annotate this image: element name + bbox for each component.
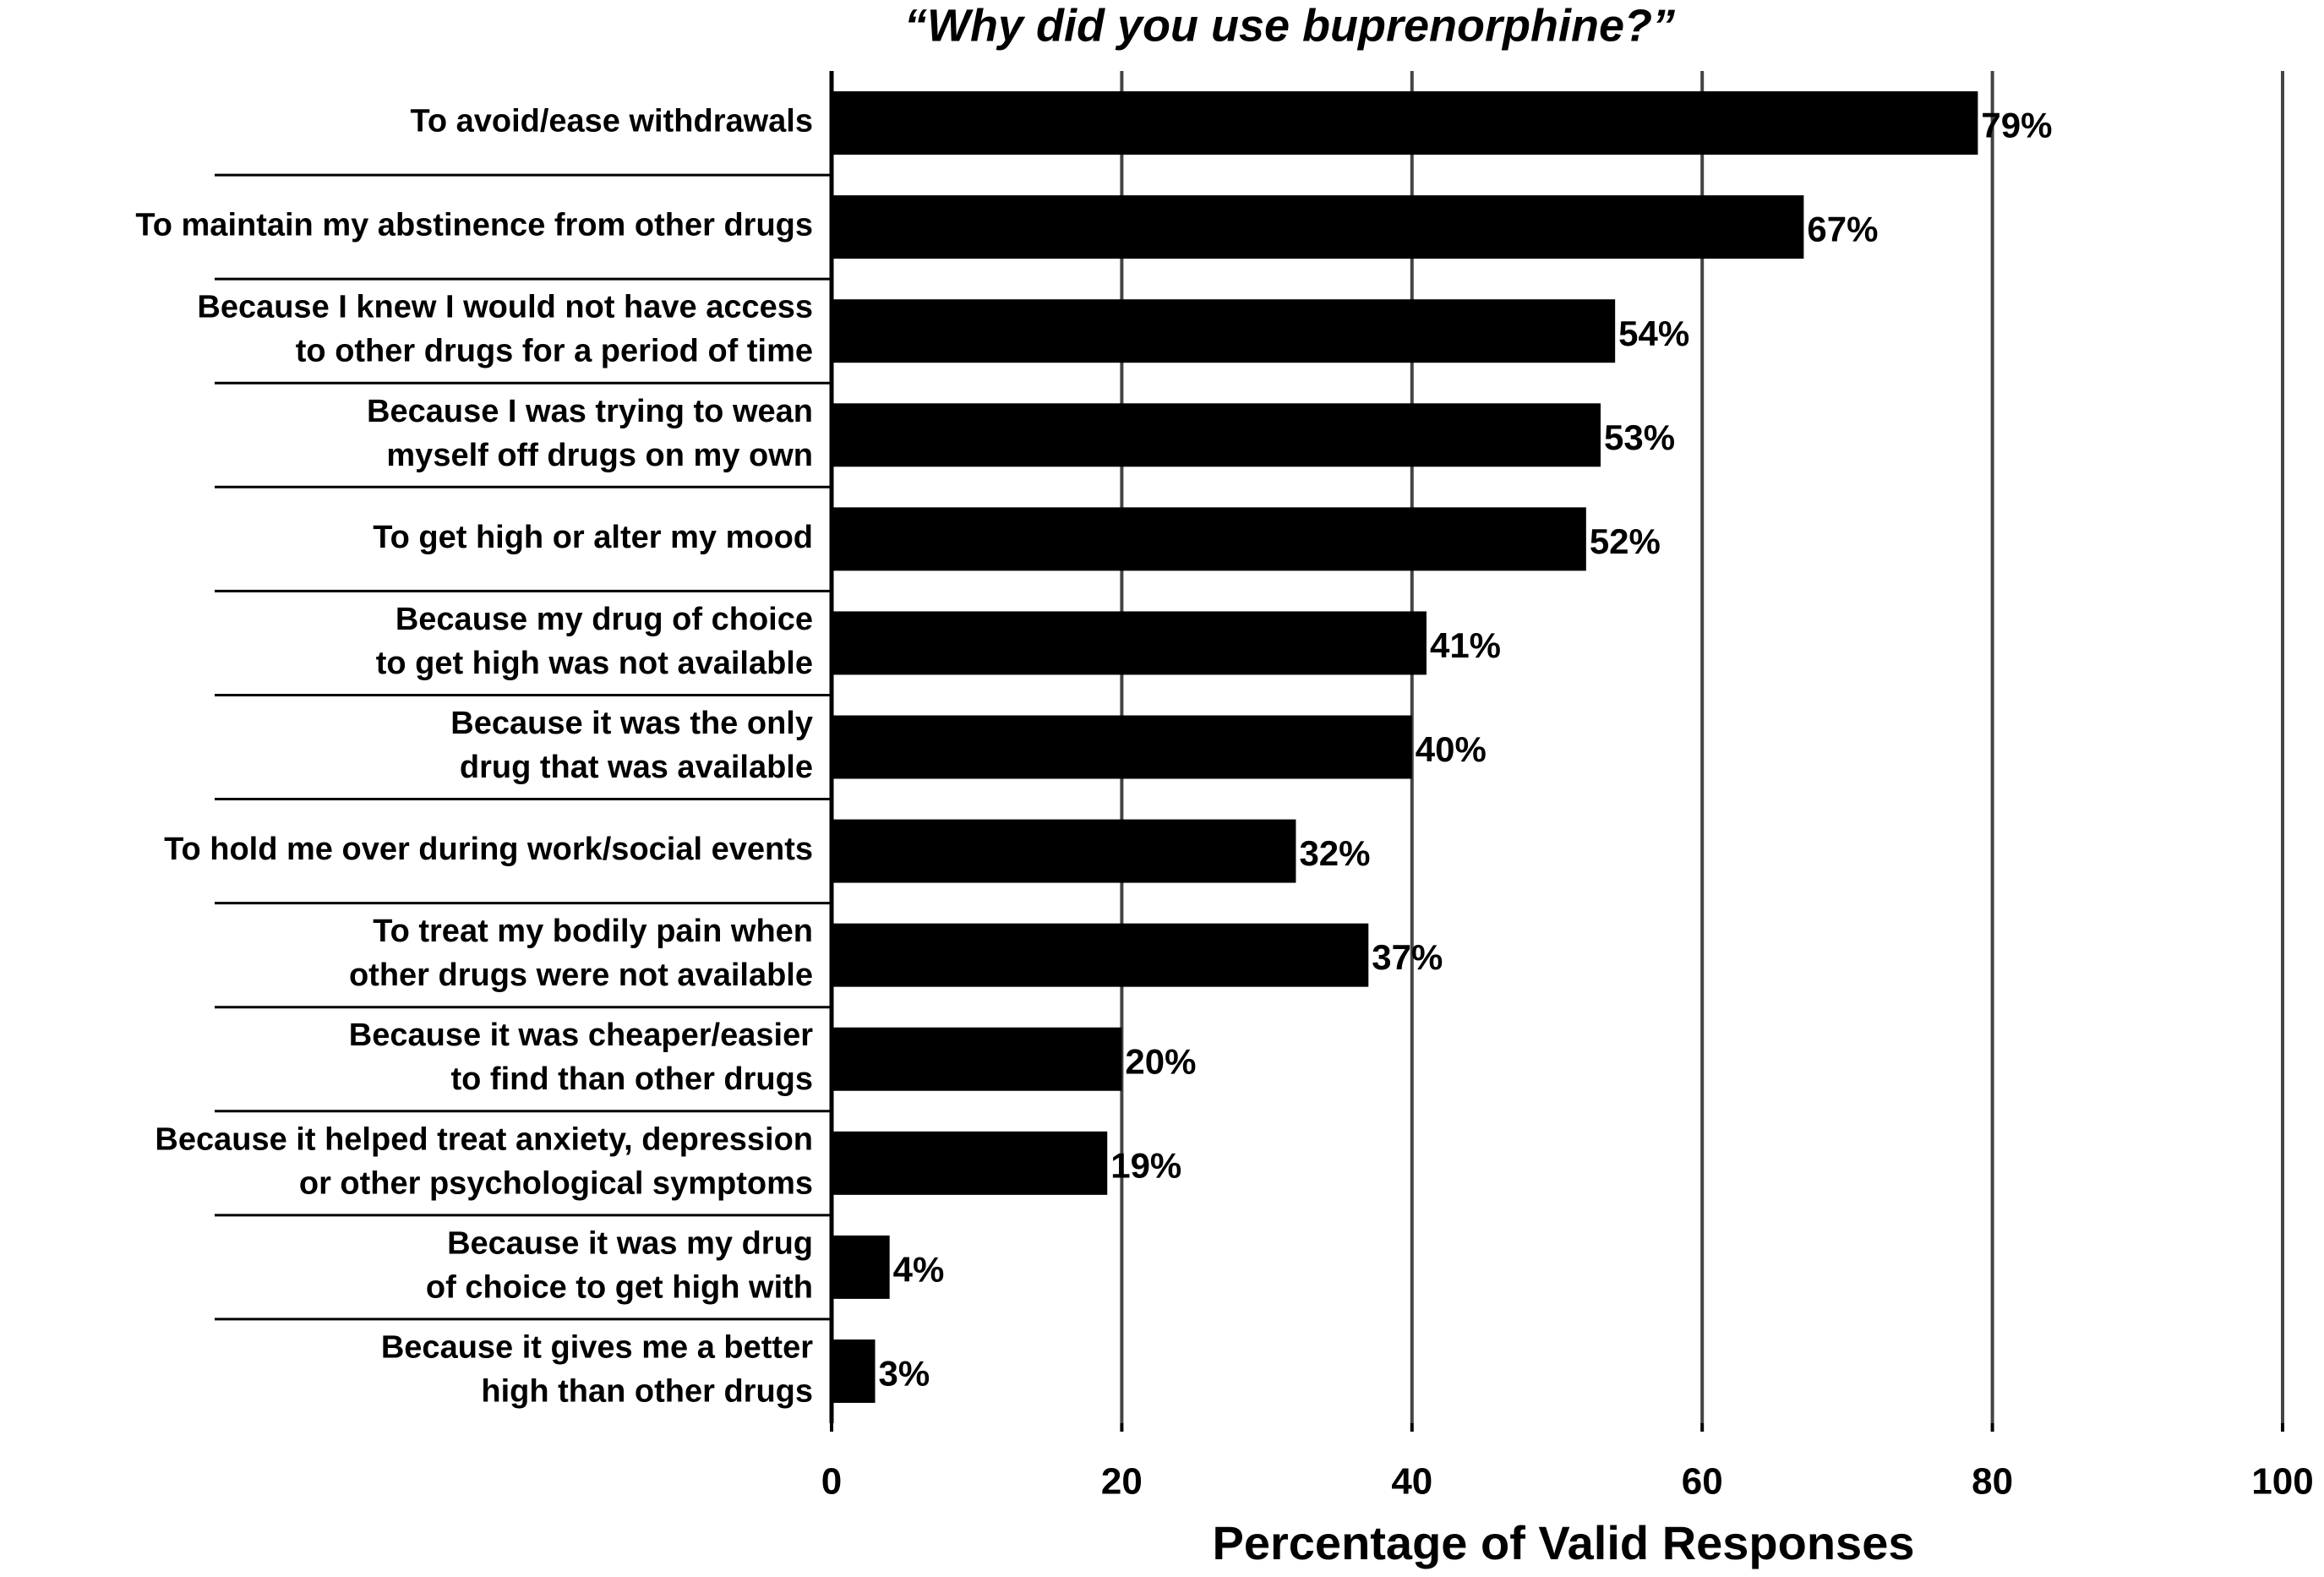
- y-tick-label: Because I knew I would not have access to…: [197, 290, 813, 369]
- x-tick-label: 100: [2251, 1461, 2313, 1503]
- y-tick-label: Because my drug of choice to get high was…: [376, 602, 813, 681]
- y-tick-label: Because it helped treat anxiety, depress…: [155, 1121, 813, 1201]
- bar: [832, 299, 1616, 363]
- bar: [832, 1339, 876, 1403]
- bar: [832, 611, 1427, 675]
- x-axis-title: Percentage of Valid Responses: [1213, 1516, 1915, 1569]
- bar: [832, 1027, 1122, 1091]
- value-label: 40%: [1416, 729, 1487, 769]
- chart-title: “Why did you use buprenorphine?”: [904, 0, 1675, 51]
- value-label: 54%: [1618, 314, 1689, 353]
- y-tick-label: Because it was my drug of choice to get h…: [426, 1225, 813, 1305]
- x-tick-label: 20: [1101, 1461, 1143, 1503]
- value-label: 4%: [893, 1249, 945, 1289]
- value-label: 32%: [1299, 833, 1370, 873]
- y-tick-label: To hold me over during work/social event…: [164, 832, 813, 867]
- y-tick-label: To treat my bodily pain when other drugs …: [349, 914, 813, 993]
- value-label: 52%: [1590, 521, 1661, 561]
- bar: [832, 923, 1369, 987]
- bar: [832, 1131, 1108, 1195]
- value-label: 19%: [1110, 1145, 1181, 1185]
- value-label: 20%: [1125, 1041, 1196, 1081]
- value-label: 41%: [1430, 625, 1501, 665]
- y-tick-label: Because it was cheaper/easier to find tha…: [349, 1018, 813, 1097]
- y-tick-label: To avoid/ease withdrawals: [410, 104, 813, 139]
- x-tick-label: 80: [1972, 1461, 2013, 1503]
- value-label: 53%: [1604, 417, 1675, 457]
- bar: [832, 195, 1804, 259]
- bar: [832, 1235, 890, 1299]
- bar: [832, 819, 1296, 883]
- x-tick-label: 40: [1391, 1461, 1432, 1503]
- value-label: 37%: [1372, 937, 1443, 977]
- y-tick-label: To get high or alter my mood: [373, 520, 813, 555]
- y-tick-label: To maintain my abstinence from other dru…: [135, 208, 813, 243]
- bar: [832, 91, 1978, 156]
- bar: [832, 403, 1601, 467]
- y-tick-label: Because it gives me a better high than ot…: [381, 1329, 813, 1409]
- x-tick-label: 60: [1682, 1461, 1723, 1503]
- x-tick-label: 0: [821, 1461, 842, 1503]
- value-label: 79%: [1981, 106, 2052, 145]
- y-tick-label: Because it was the only drug that was ava…: [450, 706, 813, 785]
- bar: [832, 507, 1586, 571]
- value-label: 3%: [879, 1354, 930, 1394]
- bar: [832, 715, 1412, 779]
- y-tick-label: Because I was trying to wean myself off d…: [367, 394, 813, 473]
- value-label: 67%: [1807, 210, 1878, 249]
